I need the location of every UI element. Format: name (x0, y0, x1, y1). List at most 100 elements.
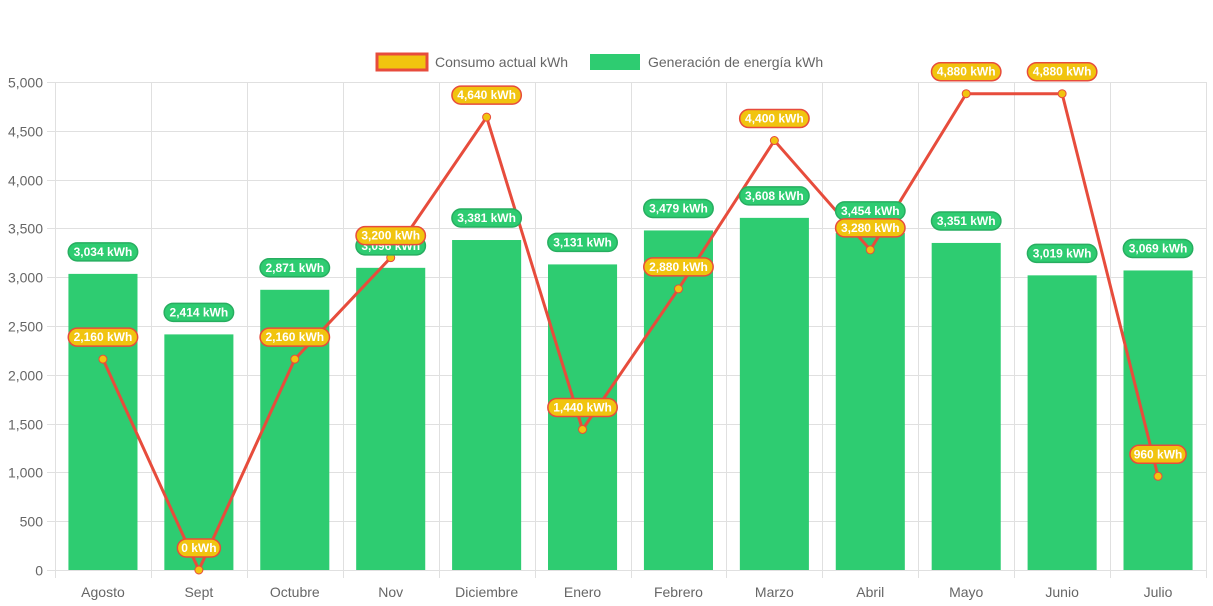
line-value-label-bg (176, 538, 222, 558)
bar-value-label-text: 3,381 kWh (457, 211, 516, 225)
x-tick-label: Octubre (270, 584, 320, 600)
bar-value-label-text: 2,871 kWh (265, 261, 324, 275)
line-value-label: 2,160 kWh (259, 327, 331, 347)
bar[interactable] (68, 273, 138, 570)
bar-value-label: 2,871 kWh (259, 258, 331, 278)
line-value-label-text: 2,160 kWh (74, 330, 133, 344)
line-value-label-bg (547, 397, 618, 418)
y-tick-label: 4,000 (8, 173, 43, 189)
bar-value-label-bg (67, 242, 139, 262)
line-point[interactable] (290, 354, 300, 364)
x-tick-label: Sept (184, 584, 213, 600)
line-point[interactable] (865, 245, 875, 255)
line-value-label: 3,200 kWh (355, 225, 427, 246)
line-point[interactable] (578, 424, 588, 434)
line-value-label-text: 4,880 kWh (937, 65, 996, 79)
line-value-label-text: 3,200 kWh (361, 229, 420, 243)
grid-lines (47, 82, 1207, 578)
line-value-label-bg (643, 257, 714, 277)
bar-value-label-text: 3,351 kWh (937, 214, 996, 228)
line-value-label-text: 0 kWh (181, 541, 216, 555)
bar[interactable] (548, 264, 618, 570)
bar-value-label-text: 3,454 kWh (841, 204, 900, 218)
bar[interactable] (931, 242, 1001, 571)
bar[interactable] (1123, 270, 1193, 570)
y-tick-label: 1,500 (8, 417, 43, 433)
line-value-label-bg (738, 108, 810, 129)
bar[interactable] (452, 240, 522, 570)
bar[interactable] (356, 267, 426, 570)
legend-label-consumo: Consumo actual kWh (435, 54, 568, 70)
line-point[interactable] (769, 136, 779, 146)
bar-value-label-text: 2,414 kWh (170, 305, 229, 319)
x-tick-label: Marzo (755, 584, 794, 600)
y-tick-label: 3,500 (8, 221, 43, 237)
bar[interactable] (164, 334, 234, 570)
bar-value-label-text: 3,479 kWh (649, 201, 708, 215)
line-value-label-text: 2,880 kWh (649, 260, 708, 274)
legend-swatch-generacion (590, 54, 640, 70)
line-point[interactable] (1057, 89, 1067, 99)
line-value-label-bg (1026, 61, 1098, 82)
x-tick-label: Abril (856, 584, 884, 600)
line-value-label-bg (834, 218, 906, 238)
line-value-label-bg (930, 61, 1002, 82)
bar-value-label: 3,069 kWh (1122, 238, 1194, 259)
y-tick-label: 500 (20, 514, 44, 530)
line-value-label: 1,440 kWh (547, 397, 618, 418)
line-point[interactable] (961, 89, 971, 99)
bar[interactable] (739, 217, 809, 571)
line-value-label: 4,400 kWh (738, 108, 810, 129)
bar[interactable] (835, 232, 905, 571)
y-tick-label: 1,000 (8, 465, 43, 481)
line-series (98, 89, 1163, 575)
line-value-label-bg (67, 327, 139, 347)
line-point[interactable] (194, 565, 204, 575)
line-value-label: 2,880 kWh (643, 257, 714, 277)
x-tick-label: Junio (1045, 584, 1079, 600)
y-tick-label: 5,000 (8, 75, 43, 91)
line-value-label-bg (259, 327, 331, 347)
bar-value-label: 3,351 kWh (930, 211, 1002, 231)
bar-value-label: 3,381 kWh (451, 208, 523, 228)
bar-value-label-bg (930, 211, 1002, 231)
line-value-label: 4,640 kWh (451, 85, 523, 105)
legend-label-generacion: Generación de energía kWh (648, 54, 823, 70)
bar-value-label-text: 3,608 kWh (745, 189, 804, 203)
x-tick-label: Agosto (81, 584, 125, 600)
line-value-label: 4,880 kWh (930, 61, 1002, 82)
line-value-label-text: 1,440 kWh (553, 400, 612, 414)
x-tick-label: Mayo (949, 584, 983, 600)
legend-item-consumo[interactable]: Consumo actual kWh (375, 52, 568, 72)
x-tick-label: Julio (1144, 584, 1173, 600)
y-tick-label: 3,000 (8, 270, 43, 286)
line-point[interactable] (482, 112, 492, 122)
legend-item-generacion[interactable]: Generación de energía kWh (590, 54, 823, 70)
x-tick-label: Nov (378, 584, 403, 600)
line-point[interactable] (98, 354, 108, 364)
legend: Consumo actual kWh Generación de energía… (375, 52, 823, 72)
bar-value-label: 3,019 kWh (1026, 243, 1098, 264)
bar-value-label: 3,608 kWh (738, 186, 810, 206)
line-value-label: 2,160 kWh (67, 327, 139, 347)
bar-value-label-text: 3,034 kWh (74, 245, 133, 259)
x-tick-label: Febrero (654, 584, 703, 600)
x-tick-label: Enero (564, 584, 602, 600)
y-tick-label: 2,500 (8, 319, 43, 335)
bar-value-label-bg (259, 258, 331, 278)
bar[interactable] (1027, 275, 1097, 570)
line-value-label: 0 kWh (176, 538, 222, 558)
bar-value-label-text: 3,019 kWh (1033, 246, 1092, 260)
bar-value-label-bg (547, 232, 618, 253)
bar-value-label-bg (1122, 238, 1194, 259)
line-point[interactable] (673, 284, 683, 294)
line-value-label-bg (1129, 444, 1187, 465)
bar[interactable] (643, 230, 713, 571)
x-tick-label: Diciembre (455, 584, 518, 600)
line-value-label-text: 3,280 kWh (841, 221, 900, 235)
line-path (101, 92, 1160, 574)
line-point[interactable] (1153, 471, 1163, 481)
line-value-label-text: 4,400 kWh (745, 112, 804, 126)
